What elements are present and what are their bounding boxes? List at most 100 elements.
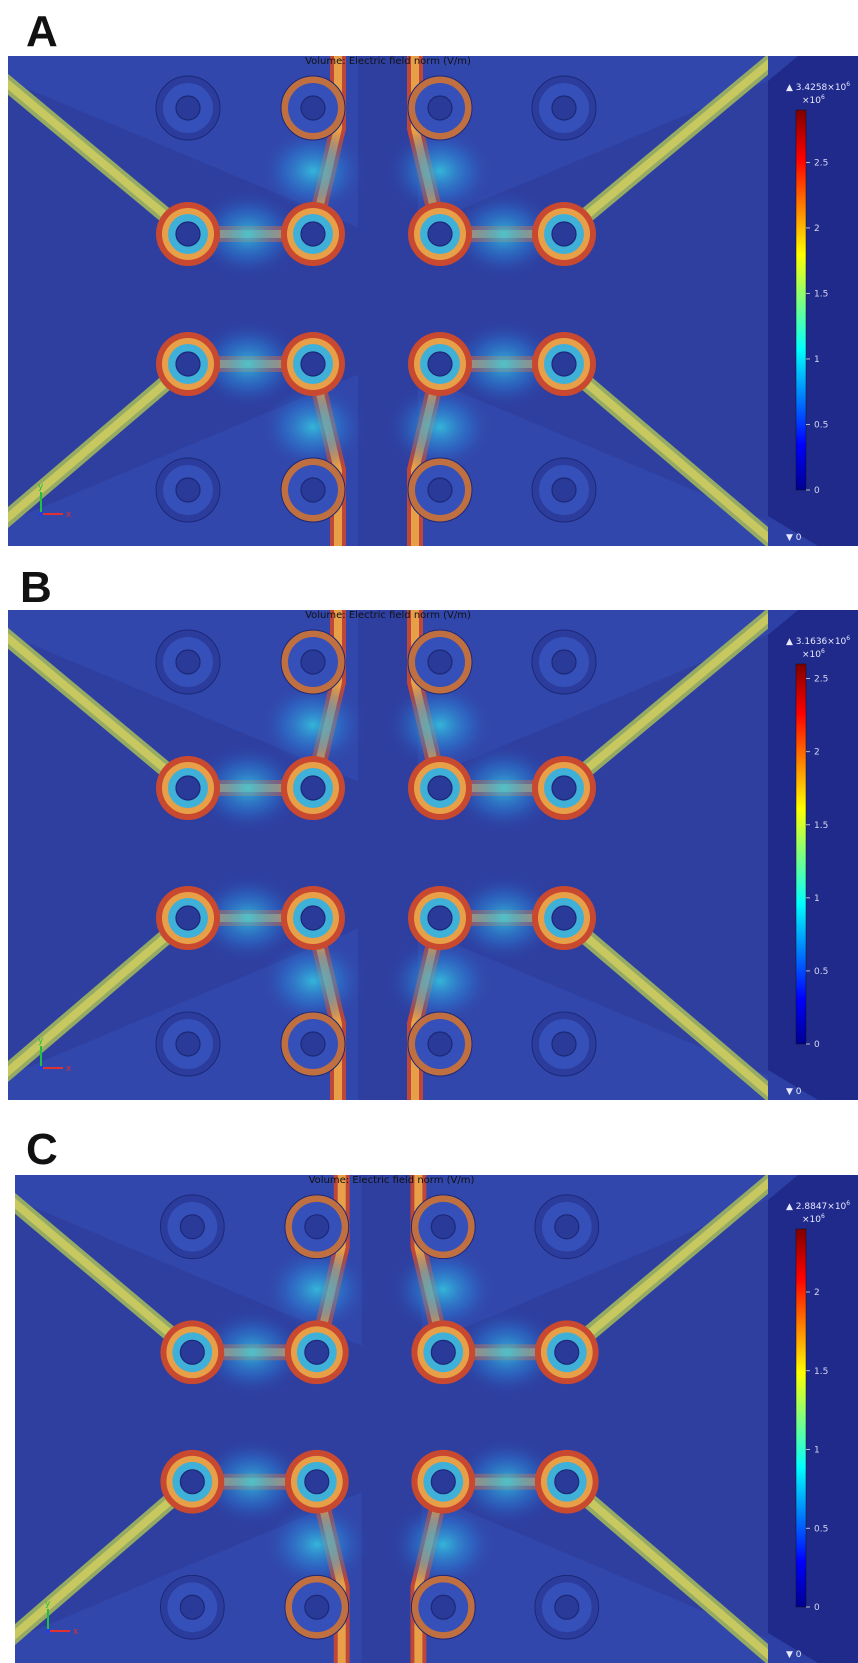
colorbar-tick-label: 0 (814, 1040, 820, 1050)
colorbar (795, 109, 807, 491)
electrode-pad (534, 1194, 600, 1260)
electrode-pad (534, 1449, 599, 1514)
colorbar-max-label: ▲ 2.8847×106 (786, 1200, 850, 1212)
electrode-pad (408, 756, 472, 820)
axis-label-x: x (66, 510, 72, 520)
plot-title: Volume: Electric field norm (V/m) (305, 610, 471, 621)
electrode-pads (159, 1194, 600, 1640)
colorbar-tick-label: 0 (814, 1603, 820, 1613)
electrode-pads (155, 629, 597, 1077)
colorbar-tick-label: 0.5 (814, 1524, 828, 1534)
electrode-pad (281, 886, 345, 950)
electrode-pad (531, 1011, 597, 1077)
electrode-pad (407, 75, 473, 141)
axis-label-y: y (38, 1036, 44, 1046)
axis-label-y: y (38, 482, 44, 492)
electrode-pad (156, 332, 220, 396)
electrode-pad (531, 457, 597, 523)
electrode-pad (407, 457, 473, 523)
electrode-pad (280, 629, 346, 695)
field-plot: Volume: Electric field norm (V/m)yx▲ 3.4… (8, 56, 858, 546)
electrode-pad (410, 1194, 476, 1260)
electrode-pad (155, 457, 221, 523)
electrode-pad (531, 629, 597, 695)
colorbar-tick-label: 1.5 (814, 821, 828, 831)
electrode-pad (532, 756, 596, 820)
panel-label-a: A (26, 7, 58, 56)
colorbar-tick-label: 2 (814, 224, 820, 234)
electrode-pad (532, 886, 596, 950)
axis-triad: yx (38, 1036, 72, 1074)
simulation-panel-b: Volume: Electric field norm (V/m) y x ▲ 3.1… (8, 610, 858, 1100)
axis-label-y: y (45, 1599, 51, 1609)
colorbar-tick-label: 0 (814, 486, 820, 496)
field-hotspots (193, 680, 559, 1026)
colorbar-tick-label: 1 (814, 894, 820, 904)
electrode-pad (534, 1320, 599, 1385)
electrode-pad (280, 1011, 346, 1077)
field-plot: Volume: Electric field norm (V/m)yx▲ 3.1… (8, 610, 858, 1100)
colorbar-tick-label: 1.5 (814, 1367, 828, 1377)
electrode-pad (284, 1574, 350, 1640)
colorbar-panel (768, 56, 858, 546)
electrode-pad (156, 202, 220, 266)
axis-label-x: x (73, 1627, 79, 1637)
field-plot: Volume: Electric field norm (V/m)yx▲ 2.8… (15, 1175, 858, 1663)
electrode-pad (159, 1574, 225, 1640)
colorbar-min-label: ▼ 0 (786, 533, 802, 543)
colorbar-panel (768, 610, 858, 1100)
colorbar-multiplier: ×106 (802, 648, 825, 660)
electrode-pad (281, 332, 345, 396)
electrode-pad (156, 886, 220, 950)
electrode-pad (284, 1449, 349, 1514)
colorbar-max-label: ▲ 3.4258×106 (786, 81, 850, 93)
electrode-pad (407, 1011, 473, 1077)
electrode-pad (281, 756, 345, 820)
axis-triad: yx (38, 482, 72, 520)
electrode-pad (411, 1449, 476, 1514)
electrode-pads (155, 75, 597, 523)
axis-label-x: x (66, 1064, 72, 1074)
electrode-pad (534, 1574, 600, 1640)
electrode-pad (281, 202, 345, 266)
panel-label-c: C (26, 1125, 58, 1174)
field-hotspots (193, 126, 559, 472)
simulation-panel-a: Volume: Electric field norm (V/m) y x ▲ 3.4… (8, 56, 858, 546)
colorbar-multiplier: ×106 (802, 94, 825, 106)
colorbar-tick-label: 1 (814, 1446, 820, 1456)
colorbar-min-label: ▼ 0 (786, 1087, 802, 1097)
colorbar-tick-label: 1.5 (814, 289, 828, 299)
electrode-pad (155, 629, 221, 695)
electrode-pad (532, 202, 596, 266)
colorbar-multiplier: ×106 (802, 1213, 825, 1225)
colorbar-max-label: ▲ 3.1636×106 (786, 635, 850, 647)
electrode-pad (155, 1011, 221, 1077)
colorbar-tick-label: 1 (814, 355, 820, 365)
electrode-pad (410, 1574, 476, 1640)
electrode-pad (280, 75, 346, 141)
electrode-pad (284, 1320, 349, 1385)
electrode-pad (531, 75, 597, 141)
plot-title: Volume: Electric field norm (V/m) (305, 56, 471, 67)
electrode-pad (408, 886, 472, 950)
colorbar-tick-label: 2 (814, 748, 820, 758)
axis-triad: yx (45, 1599, 79, 1637)
electrode-pad (408, 332, 472, 396)
colorbar (795, 1228, 807, 1608)
colorbar-panel (768, 1175, 858, 1663)
field-hotspots (197, 1244, 562, 1590)
electrode-pad (155, 75, 221, 141)
electrode-pad (159, 1194, 225, 1260)
plot-title: Volume: Electric field norm (V/m) (309, 1175, 475, 1186)
electrode-pad (156, 756, 220, 820)
electrode-pad (411, 1320, 476, 1385)
colorbar (795, 663, 807, 1045)
electrode-pad (408, 202, 472, 266)
colorbar-tick-label: 2.5 (814, 675, 828, 685)
colorbar-tick-label: 2.5 (814, 158, 828, 168)
colorbar-min-label: ▼ 0 (786, 1650, 802, 1660)
colorbar-tick-label: 2 (814, 1288, 820, 1298)
colorbar-tick-label: 0.5 (814, 967, 828, 977)
electrode-pad (160, 1449, 225, 1514)
colorbar-tick-label: 0.5 (814, 420, 828, 430)
